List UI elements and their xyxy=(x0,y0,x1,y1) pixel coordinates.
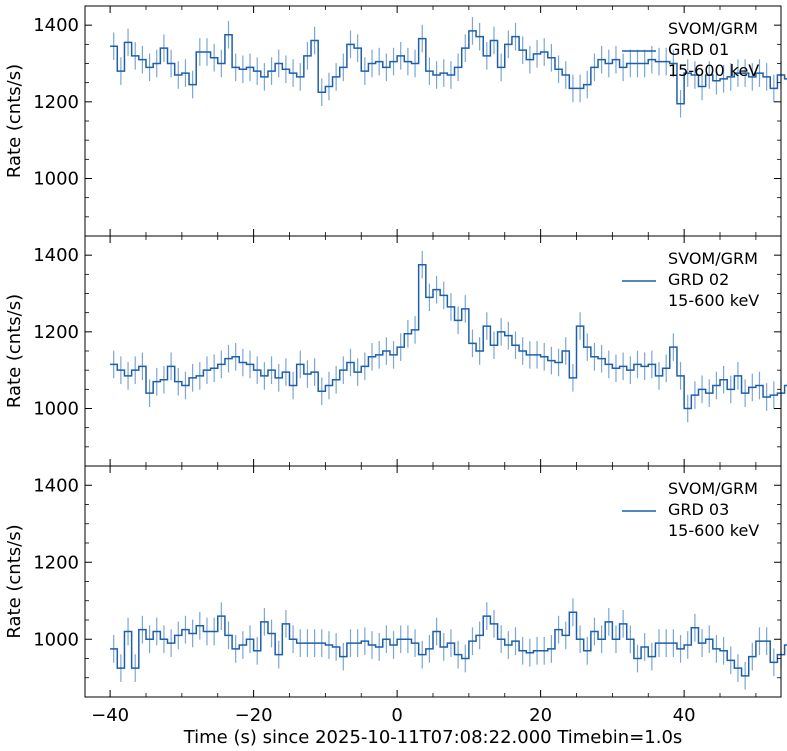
panel-2-y-tick-labels: 1000 1200 1400 xyxy=(33,245,79,419)
panel-2: SVOM/GRM GRD 02 15-600 keV 1000 1200 140… xyxy=(4,235,787,467)
x-tick-label: 40 xyxy=(673,705,696,726)
legend-detector: GRD 02 xyxy=(668,270,729,289)
y-tick-label: 1400 xyxy=(33,15,79,36)
x-tick-label: −40 xyxy=(91,705,129,726)
panel-2-step-line xyxy=(110,264,787,410)
panel-1-y-tick-labels: 1000 1200 1400 xyxy=(33,15,79,189)
y-axis-label: Rate (cnts/s) xyxy=(4,64,25,178)
x-tick-label: 20 xyxy=(529,705,552,726)
panel-1-ticks xyxy=(85,6,781,236)
legend-instrument: SVOM/GRM xyxy=(668,19,758,38)
x-tick-labels: −40 −20 0 20 40 xyxy=(91,705,695,726)
panel-3-frame xyxy=(84,465,782,698)
x-tick-label: 0 xyxy=(391,705,402,726)
panel-1-legend: SVOM/GRM GRD 01 15-600 keV xyxy=(622,19,759,80)
legend-detector: GRD 01 xyxy=(668,40,729,59)
panel-2-ticks xyxy=(85,236,781,466)
y-tick-label: 1000 xyxy=(33,169,79,190)
panel-3-legend: SVOM/GRM GRD 03 15-600 keV xyxy=(622,479,759,540)
y-tick-label: 1400 xyxy=(33,245,79,266)
y-tick-label: 1200 xyxy=(33,322,79,343)
panel-3-y-tick-labels: 1000 1200 1400 xyxy=(33,475,79,650)
legend-instrument: SVOM/GRM xyxy=(668,479,758,498)
panel-3-step-line xyxy=(110,611,787,677)
y-tick-label: 1000 xyxy=(33,399,79,420)
legend-detector: GRD 03 xyxy=(668,500,729,519)
panel-1: SVOM/GRM GRD 01 15-600 keV 1000 1200 140… xyxy=(4,5,787,237)
y-tick-label: 1200 xyxy=(33,552,79,573)
y-axis-label: Rate (cnts/s) xyxy=(4,294,25,408)
panel-3: SVOM/GRM GRD 03 15-600 keV 1000 1200 140… xyxy=(4,465,787,726)
y-tick-label: 1400 xyxy=(33,475,79,496)
legend-energy-band: 15-600 keV xyxy=(668,61,759,80)
panel-1-step-line xyxy=(110,30,787,105)
panel-2-legend: SVOM/GRM GRD 02 15-600 keV xyxy=(622,249,759,310)
x-tick-label: −20 xyxy=(235,705,273,726)
y-tick-label: 1200 xyxy=(33,92,79,113)
y-axis-label: Rate (cnts/s) xyxy=(4,524,25,638)
x-axis-label: Time (s) since 2025-10-11T07:08:22.000 T… xyxy=(183,727,683,748)
legend-energy-band: 15-600 keV xyxy=(668,291,759,310)
y-tick-label: 1000 xyxy=(33,629,79,650)
legend-energy-band: 15-600 keV xyxy=(668,521,759,540)
panel-3-ticks xyxy=(85,466,781,697)
legend-instrument: SVOM/GRM xyxy=(668,249,758,268)
panel-3-errorbars xyxy=(113,598,782,690)
